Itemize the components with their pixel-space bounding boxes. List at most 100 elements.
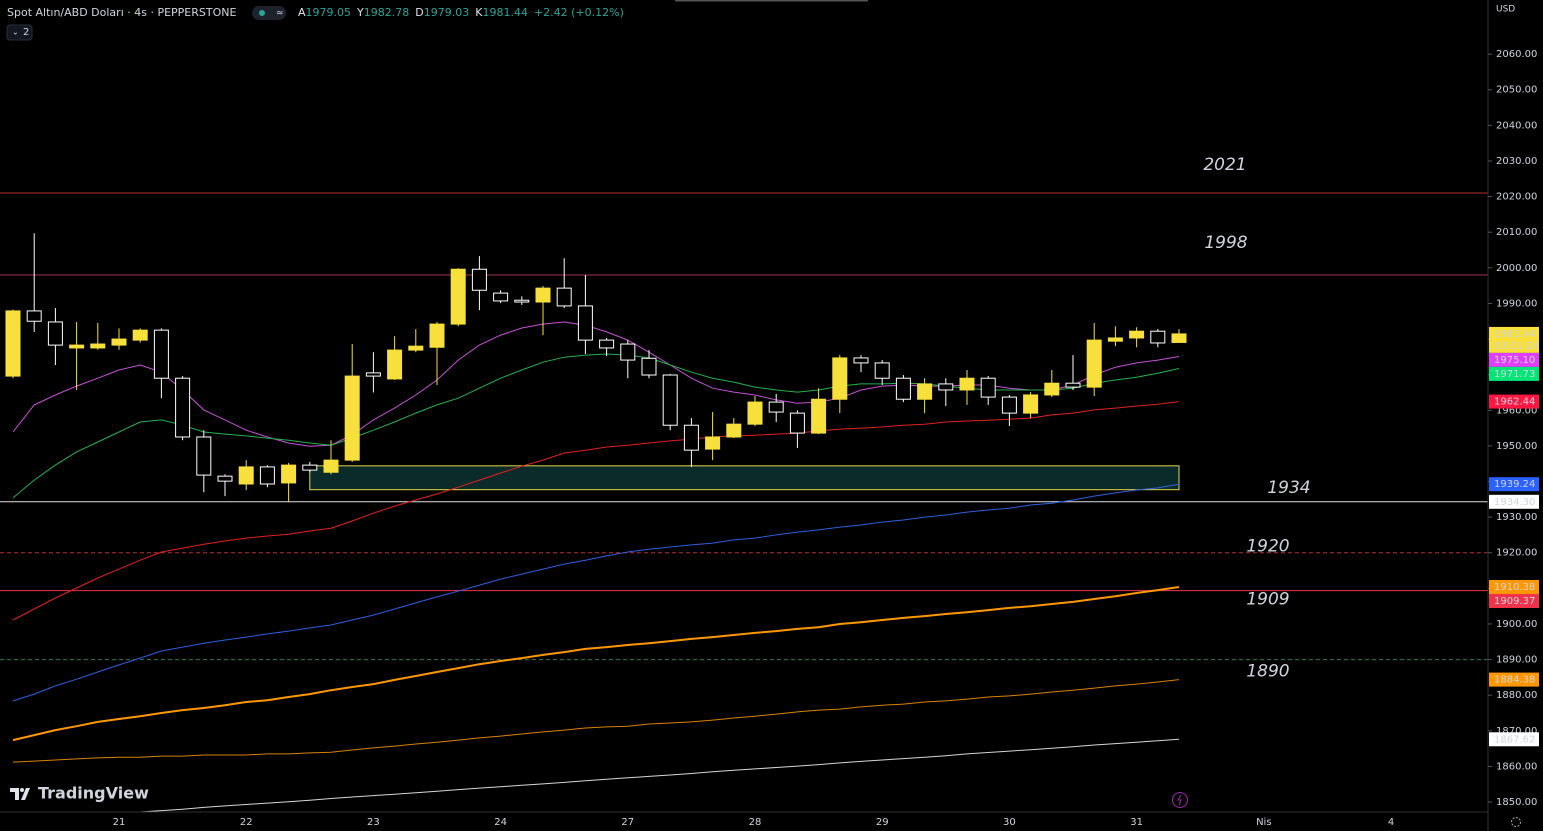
price-marker xyxy=(1489,579,1539,594)
price-marker-label: 1910.38 xyxy=(1494,582,1535,593)
level-label: 1920 xyxy=(1246,537,1289,557)
countdown: 03:11:24 xyxy=(1494,341,1539,352)
candle-body xyxy=(535,287,551,303)
candle-body xyxy=(599,339,615,349)
candle-body xyxy=(238,466,254,485)
ma-line xyxy=(12,586,1180,742)
candle-body xyxy=(514,299,530,303)
y-tick-label: 1900.00 xyxy=(1496,619,1537,630)
currency[interactable]: USD xyxy=(1496,5,1515,15)
x-tick-label: 27 xyxy=(621,817,634,828)
x-tick-label: 28 xyxy=(749,817,762,828)
alert-icon[interactable] xyxy=(1172,792,1188,808)
candle-body xyxy=(111,338,127,346)
ohlc-value: 1979.05 xyxy=(306,6,352,19)
candle-body xyxy=(789,412,805,434)
x-tick-label: 30 xyxy=(1003,817,1016,828)
y-tick-label: 1860.00 xyxy=(1496,761,1537,772)
x-tick-label: 24 xyxy=(494,817,507,828)
candle-body xyxy=(1129,330,1145,339)
candle-body xyxy=(1150,330,1166,344)
logo-dot xyxy=(20,788,24,792)
ma-line xyxy=(12,483,1180,702)
candle-body xyxy=(662,374,678,426)
ohlc-value: 1979.03 xyxy=(424,6,470,19)
candle-body xyxy=(281,464,297,484)
level-label: 1909 xyxy=(1246,590,1289,610)
candle-body xyxy=(365,372,381,377)
symbol-title[interactable]: Spot Altın/ABD Doları · 4s · PEPPERSTONE xyxy=(7,6,236,19)
price-marker xyxy=(1489,394,1539,409)
candle-body xyxy=(683,424,699,451)
candle-body xyxy=(90,343,106,349)
logo: TradingView xyxy=(10,784,149,803)
candle-body xyxy=(259,466,275,485)
candle-body xyxy=(344,375,360,461)
price-marker xyxy=(1489,672,1539,687)
y-tick-label: 2040.00 xyxy=(1496,120,1537,131)
candle-body xyxy=(577,305,593,341)
ohlc-key: Y xyxy=(356,6,364,19)
zone xyxy=(309,465,1180,491)
x-tick-label: 4 xyxy=(1388,817,1394,828)
candle-body xyxy=(1065,382,1081,388)
logo-text[interactable]: TradingView xyxy=(38,784,149,803)
price-marker-label: 1909.37 xyxy=(1494,596,1535,607)
price-marker-label: 1971.73 xyxy=(1494,369,1535,380)
x-tick-label: Nis xyxy=(1256,817,1271,828)
candle-body xyxy=(429,323,445,348)
candle-body xyxy=(1107,337,1123,342)
candle-body xyxy=(620,343,636,361)
candle-body xyxy=(26,310,42,322)
x-tick-label: 31 xyxy=(1130,817,1143,828)
candle-body xyxy=(471,268,487,291)
candle-body xyxy=(217,475,233,482)
candle-body xyxy=(5,310,21,377)
y-tick-label: 2050.00 xyxy=(1496,85,1537,96)
price-marker-label: 1975.10 xyxy=(1494,355,1535,366)
candle-body xyxy=(1001,396,1017,414)
price-marker xyxy=(1489,593,1539,608)
candle-body xyxy=(1171,333,1187,343)
indicators-toggle[interactable] xyxy=(6,24,33,41)
level-label: 2021 xyxy=(1203,155,1246,175)
y-tick-label: 1950.00 xyxy=(1496,441,1537,452)
candle-body xyxy=(917,383,933,400)
candle-body xyxy=(69,344,85,349)
status-dot xyxy=(259,10,265,16)
ma-line xyxy=(140,738,1180,813)
ohlc-value: 1981.44 xyxy=(482,6,528,19)
logo-mark xyxy=(10,788,30,800)
y-tick-label: 1850.00 xyxy=(1496,797,1537,808)
price-marker-label: 1981.44 xyxy=(1494,329,1535,340)
price-marker xyxy=(1489,352,1539,367)
status-pill[interactable] xyxy=(252,6,286,20)
y-tick-label: 2030.00 xyxy=(1496,156,1537,167)
price-marker-label: 1939.24 xyxy=(1494,479,1535,490)
candle-body xyxy=(408,345,424,351)
price-marker xyxy=(1489,366,1539,381)
x-tick-label: 22 xyxy=(240,817,253,828)
chevron: ⌄ xyxy=(12,28,19,37)
x-tick-label: 29 xyxy=(876,817,889,828)
candle-body xyxy=(726,423,742,438)
y-tick-label: 1920.00 xyxy=(1496,548,1537,559)
y-tick-label: 2060.00 xyxy=(1496,49,1537,60)
y-tick-label: 2000.00 xyxy=(1496,263,1537,274)
price-marker-label: 1884.38 xyxy=(1494,675,1535,686)
candle-body xyxy=(196,436,212,476)
y-tick-label: 1890.00 xyxy=(1496,655,1537,666)
candle-body xyxy=(853,357,869,364)
candle-body xyxy=(1044,382,1060,396)
ohlc-change: +2.42 (+0.12%) xyxy=(534,6,624,19)
price-marker-label: 1962.44 xyxy=(1494,397,1535,408)
level-label: 1934 xyxy=(1267,478,1310,498)
y-tick-label: 1880.00 xyxy=(1496,690,1537,701)
settings-icon[interactable] xyxy=(1511,817,1521,827)
level-label: 1890 xyxy=(1246,662,1289,682)
candle-body xyxy=(1023,394,1039,414)
ohlc-key: D xyxy=(415,6,423,19)
y-tick-label: 2020.00 xyxy=(1496,192,1537,203)
